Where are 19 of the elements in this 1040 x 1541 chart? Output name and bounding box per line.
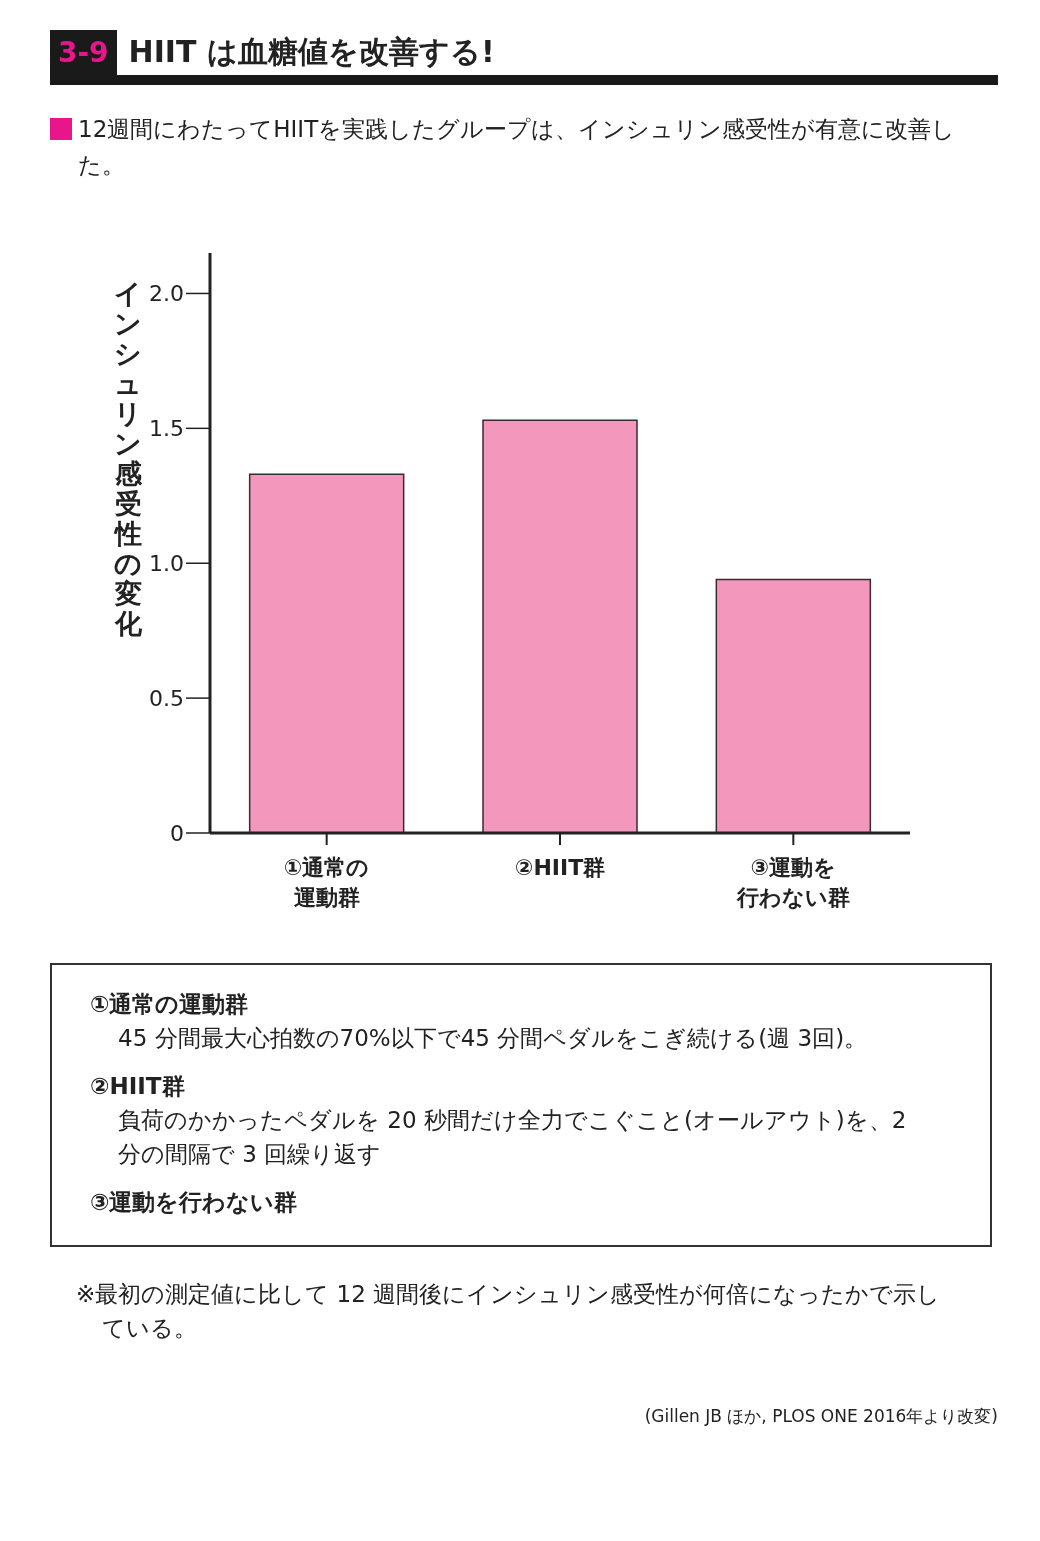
- text: ③運動を行わない群: [90, 1189, 298, 1215]
- x-tick-label: ①通常の運動群: [283, 855, 370, 910]
- text: インシュリン感受性の変化: [114, 278, 142, 639]
- y-tick-label: 2.0: [149, 281, 184, 307]
- y-tick-label: 1.0: [149, 551, 184, 577]
- chart-title: HIIT は血糖値を改善する!: [128, 34, 495, 69]
- text: ①通常の運動群: [90, 991, 249, 1017]
- y-tick-label: 0: [170, 820, 184, 846]
- text: (Gillen JB ほか, PLOS ONE 2016年より改変): [644, 1406, 998, 1426]
- y-tick-label: 1.5: [149, 416, 184, 442]
- text: ②HIIT群: [90, 1073, 185, 1099]
- text: 負荷のかかったペダルを 20 秒間だけ全力でこぐこと(オールアウト)を、2 分の間隔で 3 回繰り返す: [118, 1107, 907, 1167]
- text: ※最初の測定値に比して 12 週間後にインシュリン感受性が何倍になったかで示している。: [76, 1281, 941, 1341]
- text: 45 分間最大心拍数の70%以下で45 分間ペダルをこぎ続ける(週 3回)。: [118, 1025, 868, 1051]
- text: 3-9: [50, 30, 117, 75]
- x-tick-label: ②HIIT群: [514, 855, 606, 880]
- chart-subtitle: 12週間にわたってHIITを実践したグループは、インシュリン感受性が有意に改善した。: [78, 116, 956, 178]
- y-tick-label: 0.5: [149, 685, 184, 711]
- x-tick-label: ③運動を行わない群: [735, 855, 850, 910]
